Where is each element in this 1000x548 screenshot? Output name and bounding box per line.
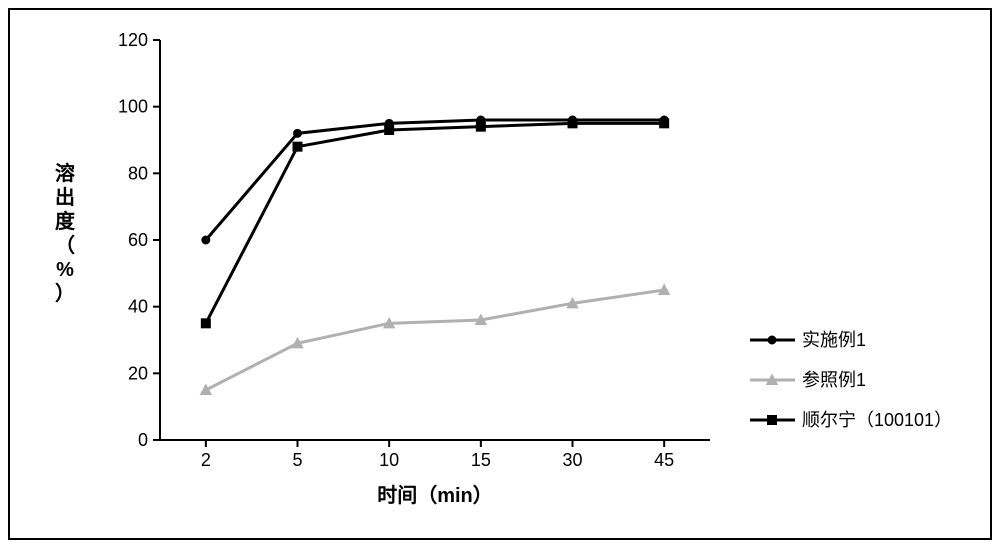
chart-frame: 0 20 40 60 80 100 120 2 5 10 15 30 45 时间（min） 溶出度（%） 实施…: [8, 8, 992, 540]
series-marker: [568, 119, 577, 128]
x-axis-label: 时间（min）: [377, 484, 493, 507]
y-tick-label: 40: [128, 297, 148, 317]
series-marker: [476, 122, 485, 131]
series-line: [206, 120, 664, 240]
legend-label: 实施例1: [802, 330, 866, 350]
series-line: [206, 123, 664, 323]
series-marker: [385, 126, 394, 135]
y-axis-label: %: [56, 259, 74, 281]
series-marker: [293, 142, 302, 151]
x-tick-label: 15: [471, 450, 491, 470]
y-tick-label: 100: [118, 97, 148, 117]
y-tick-label: 60: [128, 230, 148, 250]
y-tick-label: 0: [138, 430, 148, 450]
y-tick-label: 80: [128, 163, 148, 183]
series-line: [206, 290, 664, 390]
y-axis-label: （: [55, 234, 75, 257]
x-tick-label: 5: [292, 450, 302, 470]
dissolution-chart: 0 20 40 60 80 100 120 2 5 10 15 30 45 时间（min） 溶出度（%） 实施…: [10, 10, 990, 538]
x-tick-label: 45: [654, 450, 674, 470]
x-tick-label: 10: [379, 450, 399, 470]
legend-label: 顺尔宁（100101）: [802, 410, 952, 430]
chart-container: 0 20 40 60 80 100 120 2 5 10 15 30 45 时间（min） 溶出度（%） 实施…: [10, 10, 990, 538]
y-axis-label: 度: [55, 209, 76, 233]
series-marker: [201, 319, 210, 328]
x-tick-label: 30: [562, 450, 582, 470]
y-tick-label: 120: [118, 30, 148, 50]
legend-marker: [768, 416, 777, 425]
legend-marker: [768, 336, 776, 344]
legend-label: 参照例1: [802, 370, 866, 390]
series-marker: [202, 236, 210, 244]
series-marker: [660, 119, 669, 128]
x-tick-label: 2: [201, 450, 211, 470]
y-axis-label: 出: [55, 186, 75, 209]
series-marker: [294, 129, 302, 137]
y-axis-label: 溶: [55, 161, 75, 185]
y-axis-label: ）: [55, 282, 75, 305]
y-tick-label: 20: [128, 363, 148, 383]
